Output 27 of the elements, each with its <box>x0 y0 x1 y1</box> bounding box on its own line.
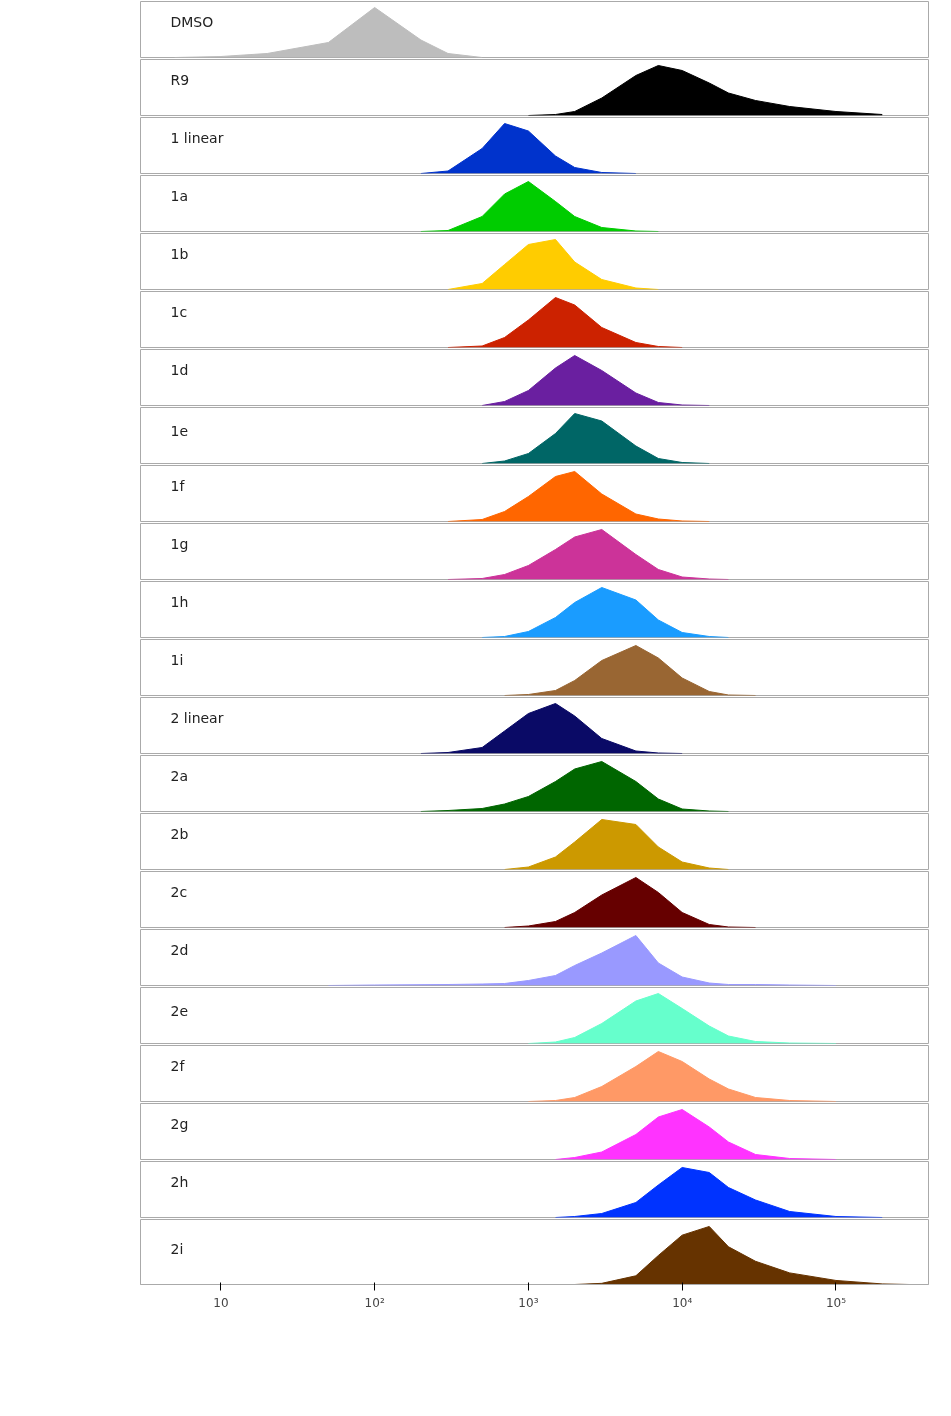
text: 2g <box>170 1115 189 1132</box>
x-tick-label: 10⁵ <box>825 1295 847 1310</box>
text: 2f <box>170 1057 186 1074</box>
text: 1d <box>170 361 189 378</box>
text: 2 linear <box>170 709 224 726</box>
text: 1i <box>170 651 184 668</box>
x-tick-label: 10³ <box>518 1295 539 1310</box>
text: 1e <box>170 422 189 439</box>
text: 2h <box>170 1173 189 1190</box>
text: 2b <box>170 825 189 842</box>
series-label: DMSO <box>170 13 214 30</box>
text: 1f <box>170 477 186 494</box>
text: 1g <box>170 535 189 552</box>
text: 2a <box>170 767 188 784</box>
x-tick-label: 10⁴ <box>672 1295 693 1310</box>
text: 1c <box>170 303 188 320</box>
text: 2c <box>170 883 188 900</box>
text: 1 linear <box>170 129 224 146</box>
text: 1a <box>170 187 188 204</box>
x-tick-label: 10 <box>213 1295 229 1310</box>
text: 1h <box>170 593 189 610</box>
text: 2e <box>170 1002 189 1019</box>
text: 2d <box>170 941 189 958</box>
text: 1b <box>170 245 189 262</box>
x-tick-label: 10² <box>364 1295 385 1310</box>
text: R9 <box>170 71 190 88</box>
text: 2i <box>170 1240 184 1257</box>
